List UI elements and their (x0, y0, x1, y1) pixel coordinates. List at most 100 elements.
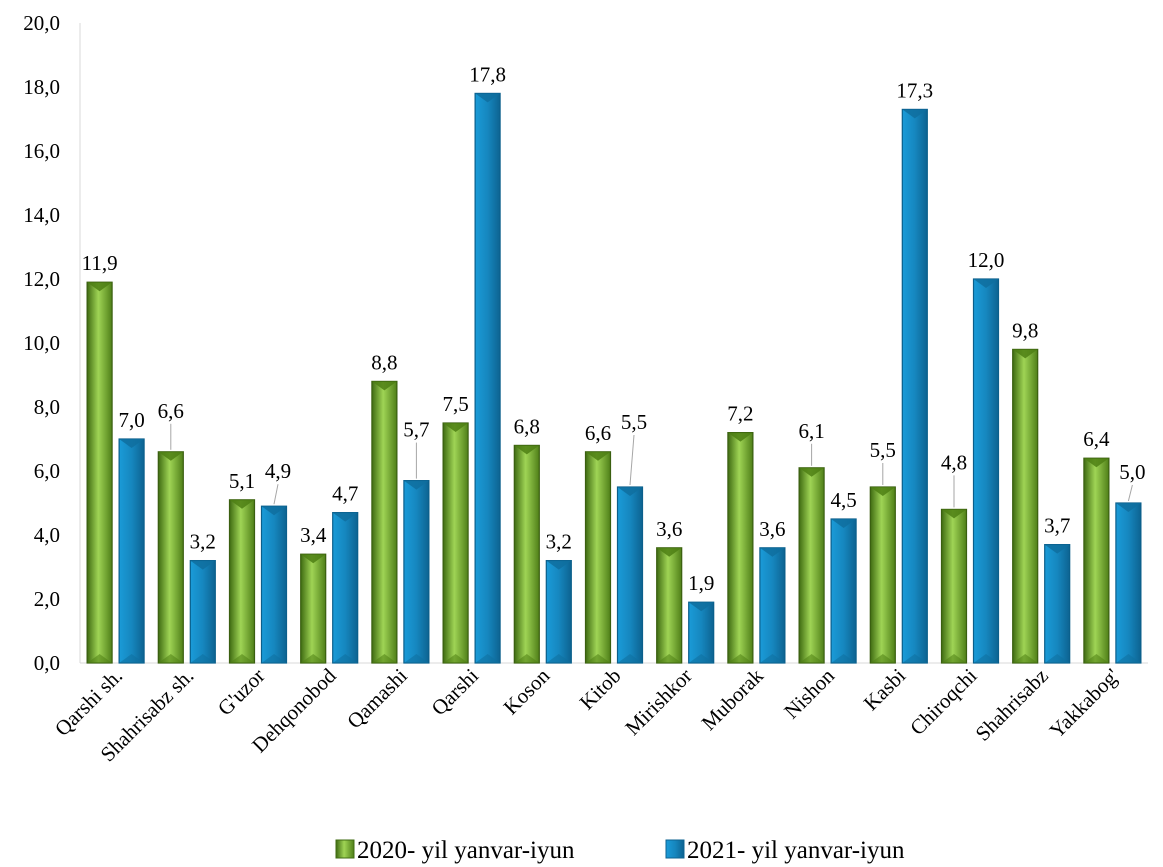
x-category-label: Kitob (575, 664, 626, 715)
bar-2021-cap (475, 93, 501, 103)
bar-2021-cap (261, 506, 287, 516)
data-label: 8,8 (371, 350, 397, 374)
data-label: 3,6 (656, 517, 682, 541)
data-label: 17,8 (469, 62, 506, 86)
bar-2020-base (799, 654, 825, 663)
data-label: 5,5 (870, 438, 896, 462)
y-tick-label: 18,0 (23, 75, 60, 99)
bar-2021-base (119, 654, 145, 663)
bar-2021 (759, 547, 786, 664)
bar-2020-base (656, 654, 682, 663)
bar-2020-cap (158, 451, 184, 461)
bar-2020 (727, 432, 754, 664)
bar-2020 (300, 553, 327, 664)
bar-2020 (940, 508, 968, 664)
data-label: 7,0 (118, 408, 144, 432)
data-label: 5,0 (1119, 460, 1145, 484)
x-category-label: Mirishkor (620, 664, 696, 740)
data-label: 6,1 (798, 419, 824, 443)
bar-2021-cap (831, 519, 857, 528)
bar-2021 (474, 92, 501, 664)
data-label: 6,6 (158, 399, 184, 423)
bar-2020-base (87, 654, 113, 663)
y-tick-label: 8,0 (34, 395, 60, 419)
data-label: 5,5 (621, 410, 647, 434)
bar-2021-base (902, 654, 928, 663)
bar-2020-cap (514, 445, 540, 455)
bar-2021 (830, 518, 857, 664)
bar-2020 (157, 451, 184, 664)
bar-2020-base (371, 654, 397, 663)
x-category-label: Kasbi (859, 663, 911, 715)
x-category-label: Yakkabog' (1045, 664, 1124, 743)
data-label: 11,9 (82, 251, 118, 275)
bar-2021-base (617, 654, 643, 663)
bar-2021 (688, 601, 715, 664)
bar-2020-cap (727, 432, 753, 442)
data-label: 1,9 (688, 571, 714, 595)
bar-2021 (403, 480, 430, 664)
bar-2020 (584, 451, 612, 664)
bar-2021-cap (332, 512, 358, 522)
bar-2020-base (229, 654, 255, 663)
bar-2020-base (870, 654, 896, 663)
data-label: 3,4 (300, 523, 327, 547)
bar-2021-base (190, 654, 216, 663)
bar-2020-cap (371, 381, 397, 391)
bar-2021-base (1044, 654, 1070, 663)
bar-2020-cap (1012, 349, 1038, 359)
bar-2021 (616, 486, 644, 664)
data-label-leader (1127, 484, 1133, 502)
legend-swatch-2021 (665, 839, 685, 859)
x-category-label: Qarshi (427, 663, 484, 720)
bar-2021-base (403, 654, 429, 663)
x-category-label: Muborak (697, 663, 769, 735)
bar-2021-cap (1115, 503, 1141, 512)
legend-label-2021: 2021- yil yanvar-iyun (687, 837, 905, 864)
data-labels: 11,9 6,6 5,1 3,4 8,8 7,5 6,8 6,6 3,6 7,2 6,1 5,5 4,8… (82, 62, 1146, 595)
data-label: 4,5 (830, 488, 856, 512)
bar-2020-cap (87, 282, 113, 292)
legend-item-2020: 2020- yil yanvar-iyun (335, 837, 575, 864)
bar-2020-cap (585, 451, 611, 461)
data-label: 6,6 (585, 421, 611, 445)
x-category-label: Qamashi (342, 663, 412, 733)
y-tick-label: 4,0 (34, 523, 60, 547)
bar-2021-cap (546, 560, 572, 570)
bar-2021 (972, 278, 1000, 664)
data-label: 7,5 (442, 392, 468, 416)
bar-2020-base (300, 654, 326, 663)
data-label-leader (629, 434, 635, 486)
bar-2020 (1012, 348, 1039, 664)
bar-2020 (798, 467, 825, 664)
bar-2021-base (546, 654, 572, 663)
data-label: 6,8 (514, 414, 540, 438)
bar-2021 (545, 559, 572, 664)
bar-2021-base (261, 654, 287, 663)
bar-2020-base (1083, 654, 1109, 663)
bar-2021 (118, 438, 145, 664)
data-label: 3,6 (759, 517, 785, 541)
bar-2020-base (941, 654, 967, 663)
data-label: 5,7 (403, 418, 429, 442)
y-tick-label: 2,0 (34, 587, 60, 611)
data-label: 5,1 (229, 469, 255, 493)
bar-2021 (1115, 502, 1142, 664)
bar-2020-cap (443, 423, 469, 432)
bar-2020 (869, 486, 896, 664)
bar-2020 (371, 380, 398, 664)
bar-2021-base (1115, 654, 1141, 663)
data-label: 4,8 (941, 450, 967, 474)
bar-2021-cap (759, 547, 785, 557)
legend-swatch-2020 (335, 839, 355, 859)
x-category-label: Koson (499, 663, 555, 719)
data-label: 9,8 (1012, 318, 1038, 342)
bar-2020-base (158, 654, 184, 663)
bar-2021-cap (190, 560, 216, 570)
bar-2021-base (973, 654, 999, 663)
data-label: 4,7 (332, 482, 358, 506)
bar-2021-base (475, 654, 501, 663)
bar-2020 (656, 547, 683, 664)
legend-item-2021: 2021- yil yanvar-iyun (665, 837, 905, 864)
